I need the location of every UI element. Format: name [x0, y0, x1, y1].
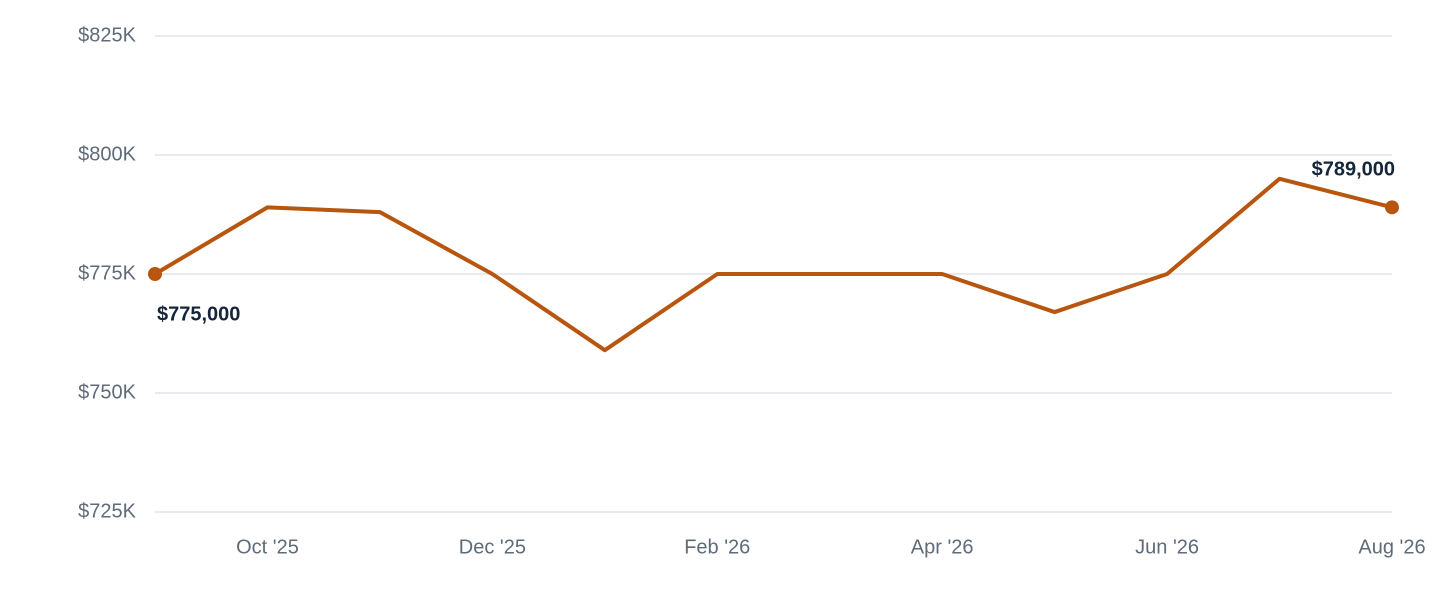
y-tick-label: $775K: [78, 262, 136, 284]
point-marker: [1385, 200, 1399, 215]
x-tick-label: Feb '26: [684, 536, 750, 558]
y-tick-label: $750K: [78, 381, 136, 403]
line: [153, 176, 1393, 353]
value-label: $789,000: [1312, 159, 1395, 181]
x-tick-label: Aug '26: [1358, 536, 1425, 558]
y-tick-label: $825K: [78, 24, 136, 46]
x-tick-label: Oct '25: [236, 536, 299, 558]
x-tick-label: Apr '26: [911, 536, 974, 558]
y-tick-label: $725K: [78, 500, 136, 522]
y-tick-label: $800K: [78, 143, 136, 165]
x-tick-label: Jun '26: [1135, 536, 1199, 558]
point-marker: [148, 267, 162, 281]
x-tick-label: Dec '25: [459, 536, 526, 558]
value-label: $775,000: [157, 303, 240, 325]
